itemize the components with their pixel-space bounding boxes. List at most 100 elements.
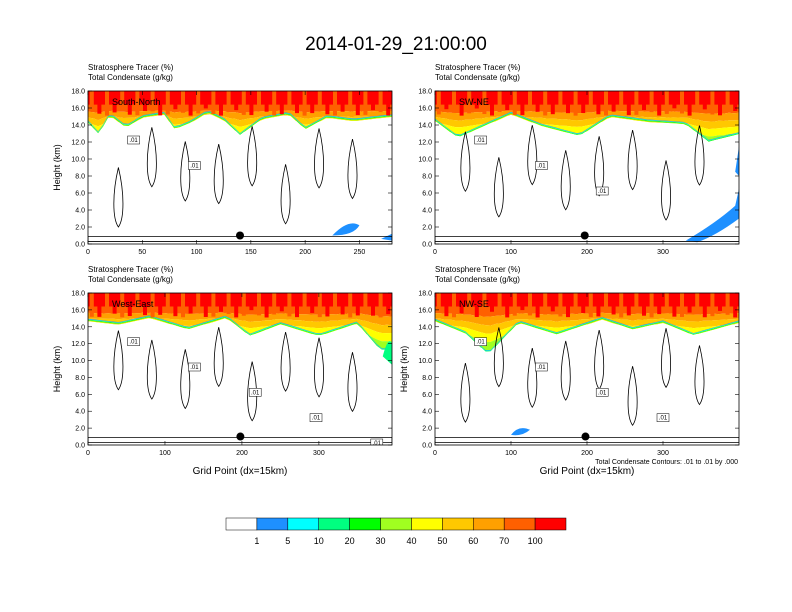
location-marker bbox=[580, 231, 589, 240]
tracer-spike bbox=[452, 293, 456, 318]
colorbar-swatch bbox=[256, 517, 289, 531]
y-axis-label: Height (km) bbox=[399, 346, 409, 393]
tracer-patch bbox=[382, 341, 392, 365]
tracer-spike bbox=[196, 293, 201, 313]
y-tick-label: 12.0 bbox=[418, 140, 432, 147]
contour-line bbox=[460, 131, 471, 192]
tracer-spike bbox=[566, 91, 570, 114]
contour-label: .01 bbox=[598, 189, 607, 195]
tracer-spike bbox=[127, 293, 132, 316]
panel-title: Stratosphere Tracer (%) bbox=[88, 265, 174, 274]
tracer-spike bbox=[733, 293, 738, 318]
contour-label: .01 bbox=[190, 164, 199, 170]
tracer-spike bbox=[135, 91, 140, 116]
tracer-band-100 bbox=[88, 293, 392, 309]
tracer-spike bbox=[634, 91, 639, 115]
tracer-band bbox=[435, 114, 739, 137]
panel-title: Stratosphere Tracer (%) bbox=[435, 265, 521, 274]
contour-label: .01 bbox=[659, 416, 668, 422]
panel-4: .01 .01 .01 .01 NW-SE Stratosphere Tracer (%)… bbox=[399, 265, 740, 477]
tracer-spike bbox=[97, 293, 102, 317]
tracer-spike bbox=[196, 91, 201, 114]
y-tick-label: 0.0 bbox=[75, 443, 85, 450]
tracer-spike bbox=[340, 293, 345, 315]
tracer-spike bbox=[520, 91, 525, 116]
tracer-band bbox=[88, 113, 392, 127]
y-tick-label: 6.0 bbox=[75, 392, 85, 399]
tracer-spike bbox=[355, 293, 360, 316]
tracer-spike bbox=[490, 91, 494, 116]
y-tick-label: 0.0 bbox=[422, 443, 432, 450]
contour-line bbox=[280, 331, 291, 392]
location-marker bbox=[581, 432, 590, 441]
contour-line bbox=[594, 136, 605, 197]
tracer-spike bbox=[272, 91, 277, 116]
tracer-spike bbox=[596, 91, 601, 115]
tracer-spike bbox=[333, 91, 337, 116]
location-marker bbox=[236, 231, 244, 240]
tracer-spike bbox=[626, 293, 631, 316]
x-axis-label: Grid Point (dx=15km) bbox=[193, 466, 288, 477]
tracer-spike bbox=[718, 293, 722, 311]
contour-line bbox=[694, 125, 705, 186]
tracer-spike bbox=[512, 293, 517, 316]
x-tick-label: 100 bbox=[159, 450, 171, 457]
tracer-spike bbox=[695, 91, 700, 113]
tracer-spike bbox=[173, 293, 178, 317]
colorbar-swatch bbox=[503, 517, 536, 531]
contour-line bbox=[694, 345, 705, 406]
x-tick-label: 300 bbox=[657, 450, 669, 457]
tracer-spike bbox=[626, 91, 631, 116]
tracer-spike bbox=[348, 293, 353, 318]
contour-line bbox=[627, 130, 638, 191]
x-tick-label: 200 bbox=[236, 450, 248, 457]
tracer-spike bbox=[558, 293, 563, 317]
tracer-spike bbox=[181, 293, 185, 318]
colorbar-swatch bbox=[349, 517, 381, 531]
panel-direction-label: West-East bbox=[112, 299, 154, 309]
x-tick-label: 200 bbox=[581, 249, 593, 256]
tracer-spike bbox=[604, 91, 608, 116]
tracer-spike bbox=[702, 91, 707, 110]
y-tick-label: 2.0 bbox=[422, 225, 432, 232]
y-tick-label: 6.0 bbox=[75, 191, 85, 198]
colorbar-label: 40 bbox=[406, 536, 416, 546]
contour-line bbox=[247, 126, 258, 187]
tracer-spike bbox=[203, 293, 208, 317]
x-tick-label: 200 bbox=[581, 450, 593, 457]
y-tick-label: 14.0 bbox=[418, 123, 432, 130]
tracer-spike bbox=[467, 293, 472, 313]
tracer-field: .01 .01 .01 .01 .01 bbox=[88, 293, 392, 445]
panel-subtitle: Total Condensate (g/kg) bbox=[435, 73, 520, 82]
x-tick-label: 300 bbox=[313, 450, 325, 457]
tracer-spike bbox=[611, 91, 616, 112]
tracer-spike bbox=[211, 293, 216, 317]
y-tick-label: 18.0 bbox=[71, 291, 85, 298]
panel-2: .01 .01 .01 SW-NE Stratosphere Tracer (%)Tot… bbox=[418, 63, 740, 256]
tracer-spike bbox=[333, 293, 337, 312]
x-tick-label: 0 bbox=[86, 450, 90, 457]
tracer-spike bbox=[150, 293, 155, 318]
tracer-spike bbox=[211, 91, 216, 114]
tracer-spike bbox=[219, 91, 223, 116]
tracer-spike bbox=[310, 91, 315, 114]
tracer-spike bbox=[249, 293, 254, 311]
x-tick-label: 100 bbox=[191, 249, 203, 256]
colorbar-label: 60 bbox=[468, 536, 478, 546]
contour-line bbox=[435, 437, 739, 443]
tracer-spike bbox=[234, 91, 239, 111]
blue-patch bbox=[735, 146, 739, 176]
tracer-spike bbox=[436, 91, 441, 115]
contour-label-box bbox=[188, 362, 201, 372]
y-tick-label: 4.0 bbox=[75, 208, 85, 215]
colorbar-label: 20 bbox=[345, 536, 355, 546]
contour-label-box bbox=[656, 413, 670, 422]
panel-title: Stratosphere Tracer (%) bbox=[88, 63, 174, 72]
x-tick-label: 250 bbox=[354, 249, 366, 256]
tracer-spike bbox=[371, 91, 375, 111]
tracer-spike bbox=[317, 293, 322, 318]
panel-direction-label: NW-SE bbox=[459, 299, 489, 309]
contour-label-box bbox=[474, 337, 487, 346]
tracer-spike bbox=[634, 293, 639, 311]
contour-line bbox=[247, 361, 258, 422]
